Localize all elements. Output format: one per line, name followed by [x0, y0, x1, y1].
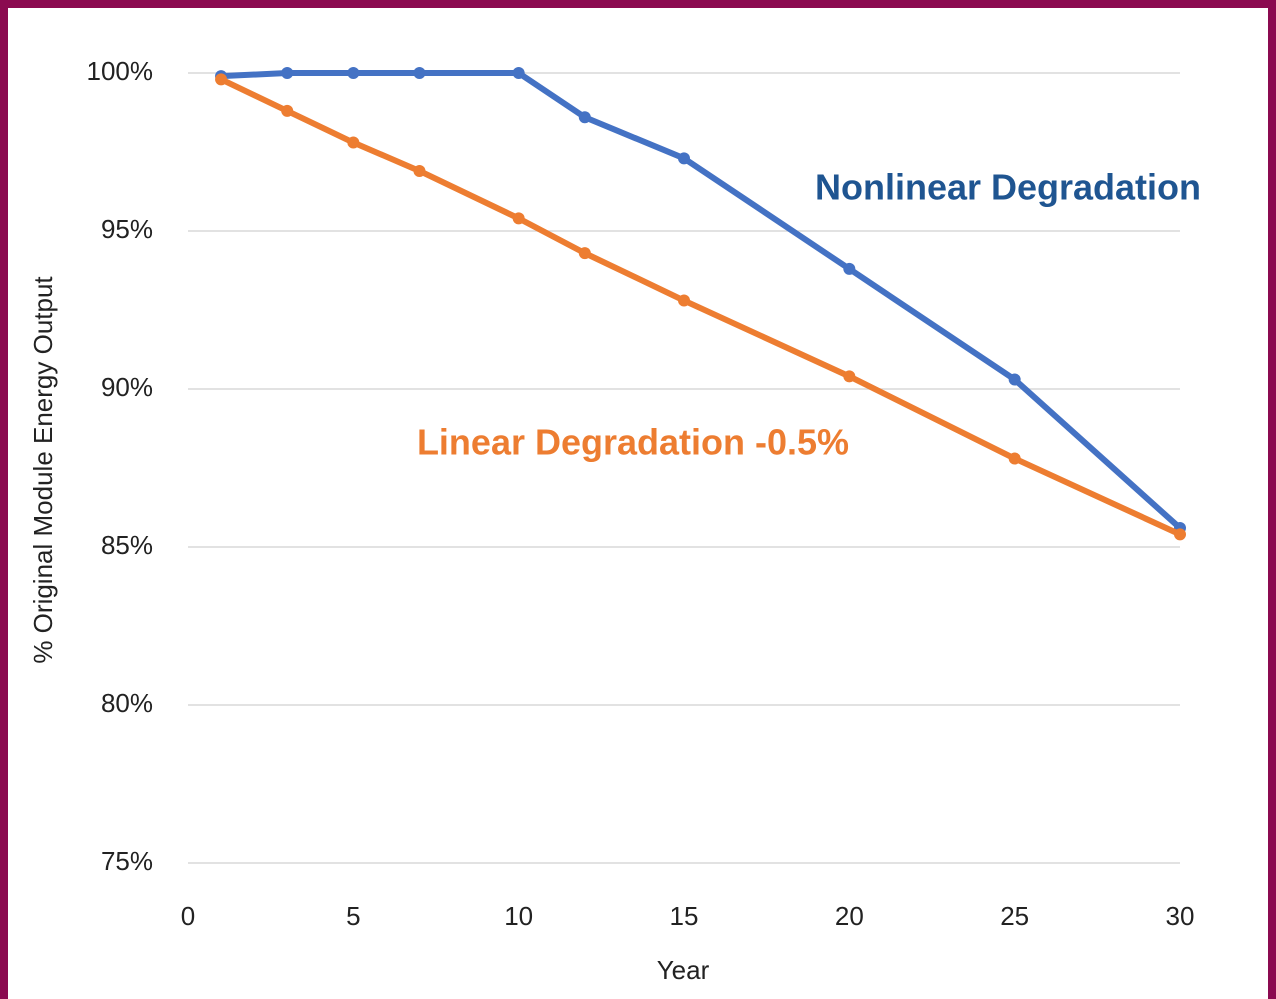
data-point — [413, 164, 426, 177]
data-point — [1008, 373, 1021, 386]
x-tick-label: 0 — [181, 901, 195, 931]
y-tick-label: 75% — [101, 846, 153, 876]
frame-right — [1268, 0, 1276, 999]
series-annotation: Nonlinear Degradation — [815, 167, 1201, 208]
data-point — [678, 152, 690, 165]
data-point — [215, 73, 228, 86]
y-tick-label: 95% — [101, 214, 153, 244]
series-line — [220, 70, 1183, 531]
data-point — [1174, 528, 1186, 541]
series-annotation: Linear Degradation -0.5% — [417, 422, 849, 463]
data-point — [512, 67, 525, 79]
frame-left — [0, 0, 8, 999]
data-point — [512, 212, 525, 225]
data-point — [843, 370, 856, 383]
data-point — [578, 111, 591, 124]
y-tick-label: 85% — [101, 530, 153, 560]
data-point — [347, 67, 360, 79]
x-tick-label: 20 — [835, 901, 864, 931]
data-point — [413, 67, 426, 79]
data-point — [843, 262, 856, 275]
x-tick-label: 5 — [346, 901, 360, 931]
y-tick-label: 90% — [101, 372, 153, 402]
x-tick-label: 15 — [670, 901, 699, 931]
x-tick-label: 30 — [1166, 901, 1195, 931]
y-tick-label: 100% — [87, 56, 154, 86]
x-axis-label: Year — [657, 955, 710, 985]
data-point — [281, 104, 294, 117]
data-point — [678, 294, 690, 307]
data-point — [281, 67, 294, 79]
data-point — [347, 136, 360, 149]
x-tick-label: 10 — [504, 901, 533, 931]
data-point — [1008, 452, 1021, 465]
x-tick-label: 25 — [1000, 901, 1029, 931]
frame-top — [0, 0, 1276, 8]
series-line — [219, 76, 1182, 538]
y-tick-label: 80% — [101, 688, 153, 718]
data-point — [578, 247, 591, 260]
y-axis-label: % Original Module Energy Output — [28, 276, 58, 664]
